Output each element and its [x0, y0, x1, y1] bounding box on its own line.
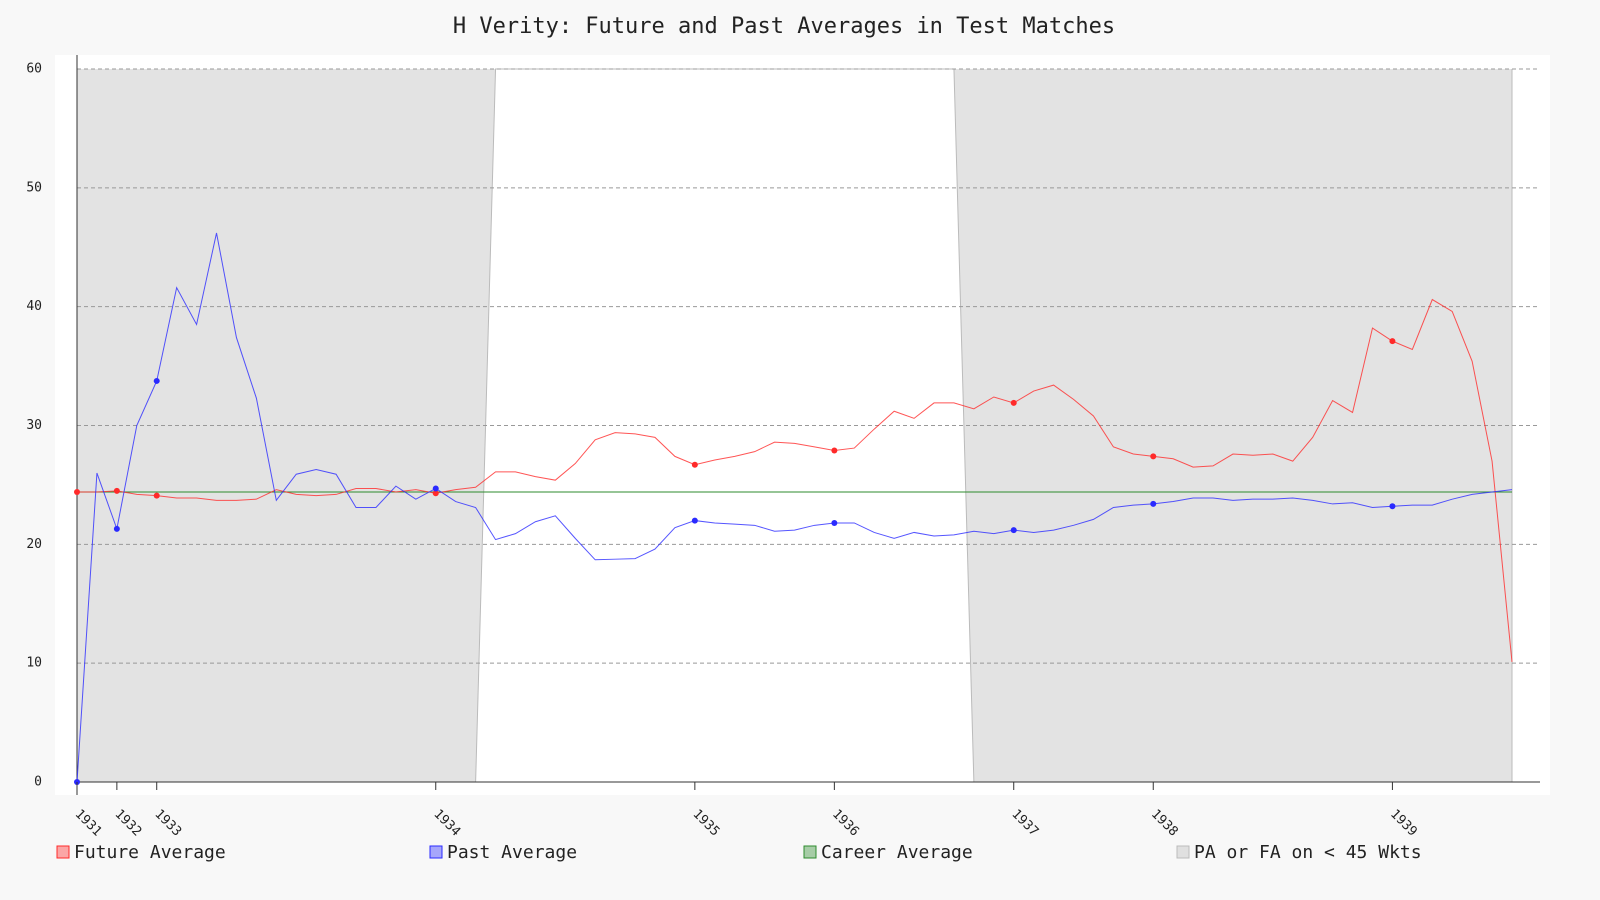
x-tick-label: 1935	[690, 807, 723, 840]
legend-text: Career Average	[821, 842, 973, 863]
series-marker	[1150, 453, 1157, 460]
y-tick-label: 30	[26, 418, 42, 433]
series-marker	[153, 377, 160, 384]
series-marker	[432, 490, 439, 497]
legend-swatch	[429, 845, 443, 859]
y-tick-label: 40	[26, 299, 42, 314]
series-marker	[113, 487, 120, 494]
x-tick-label: 1938	[1148, 807, 1181, 840]
series-marker	[691, 461, 698, 468]
series-marker	[432, 485, 439, 492]
legend-text: Past Average	[447, 842, 577, 863]
y-tick-label: 60	[26, 62, 42, 77]
chart-title: H Verity: Future and Past Averages in Te…	[453, 14, 1115, 39]
series-marker	[831, 447, 838, 454]
series-marker	[691, 517, 698, 524]
series-marker	[831, 519, 838, 526]
x-tick-label: 1932	[112, 807, 145, 840]
series-marker	[1389, 503, 1396, 510]
legend-swatch	[1176, 845, 1190, 859]
x-tick-label: 1934	[430, 807, 463, 840]
series-marker	[1010, 399, 1017, 406]
y-tick-label: 20	[26, 537, 42, 552]
x-tick-label: 1936	[829, 807, 862, 840]
legend-text: PA or FA on < 45 Wkts	[1194, 842, 1422, 863]
legend-swatch	[803, 845, 817, 859]
series-line	[76, 232, 1513, 783]
series-marker	[113, 525, 120, 532]
y-tick-label: 0	[34, 775, 42, 790]
series-marker	[74, 489, 80, 496]
legend-text: Future Average	[74, 842, 226, 863]
series-marker	[1389, 338, 1396, 345]
x-tick-label: 1931	[72, 807, 105, 840]
y-tick-label: 10	[26, 656, 42, 671]
shade-area	[77, 69, 1512, 782]
y-tick-label: 50	[26, 180, 42, 195]
series-marker	[1010, 527, 1017, 534]
legend-swatch	[56, 845, 70, 859]
x-tick-label: 1939	[1387, 807, 1420, 840]
series-marker	[153, 492, 160, 499]
x-tick-label: 1937	[1008, 807, 1041, 840]
x-tick-label: 1933	[151, 807, 184, 840]
series-marker	[1150, 500, 1157, 507]
series-line	[77, 298, 1513, 663]
